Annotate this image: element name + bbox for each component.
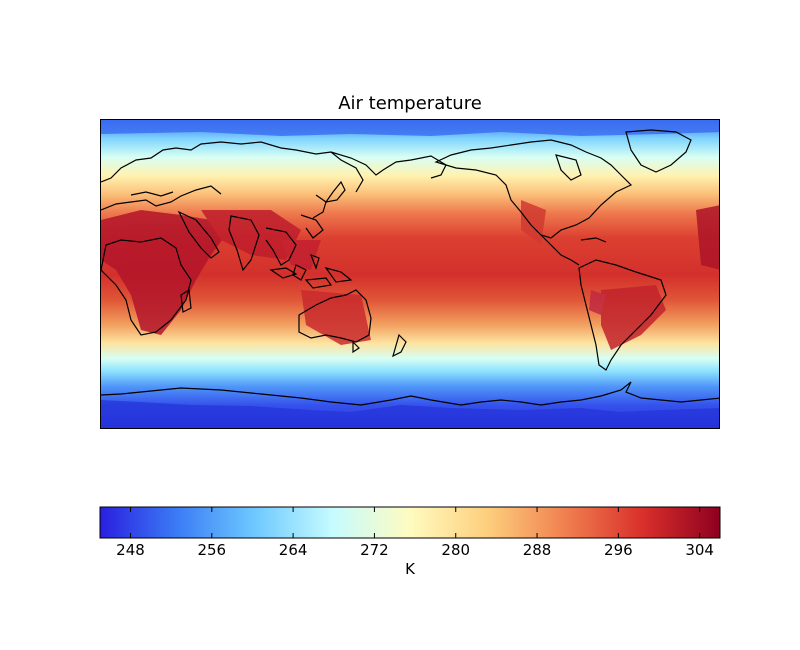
coastlines (101, 129, 719, 406)
temperature-map (100, 119, 720, 429)
colorbar-label: K (405, 560, 415, 578)
colorbar-tick-label: 248 (116, 541, 145, 559)
antarctic-cold-region (101, 400, 719, 428)
colorbar-ticks (129, 507, 701, 538)
colorbar-tick-label: 280 (441, 541, 471, 559)
colorbar-tick-label: 256 (197, 541, 227, 559)
temperature-field (101, 120, 719, 428)
colorbar-tick-label: 288 (522, 541, 552, 559)
colorbar-tick-label: 264 (278, 541, 308, 559)
map-svg (101, 120, 719, 428)
colorbar-tick-label: 304 (685, 541, 714, 559)
arctic-cold-region (101, 120, 719, 136)
colorbar-tick-label: 296 (604, 541, 633, 559)
chart-title: Air temperature (338, 93, 482, 114)
colorbar-tick-label: 272 (360, 541, 389, 559)
land-heat-patches (101, 200, 719, 350)
colorbar-ramp (99, 506, 721, 539)
